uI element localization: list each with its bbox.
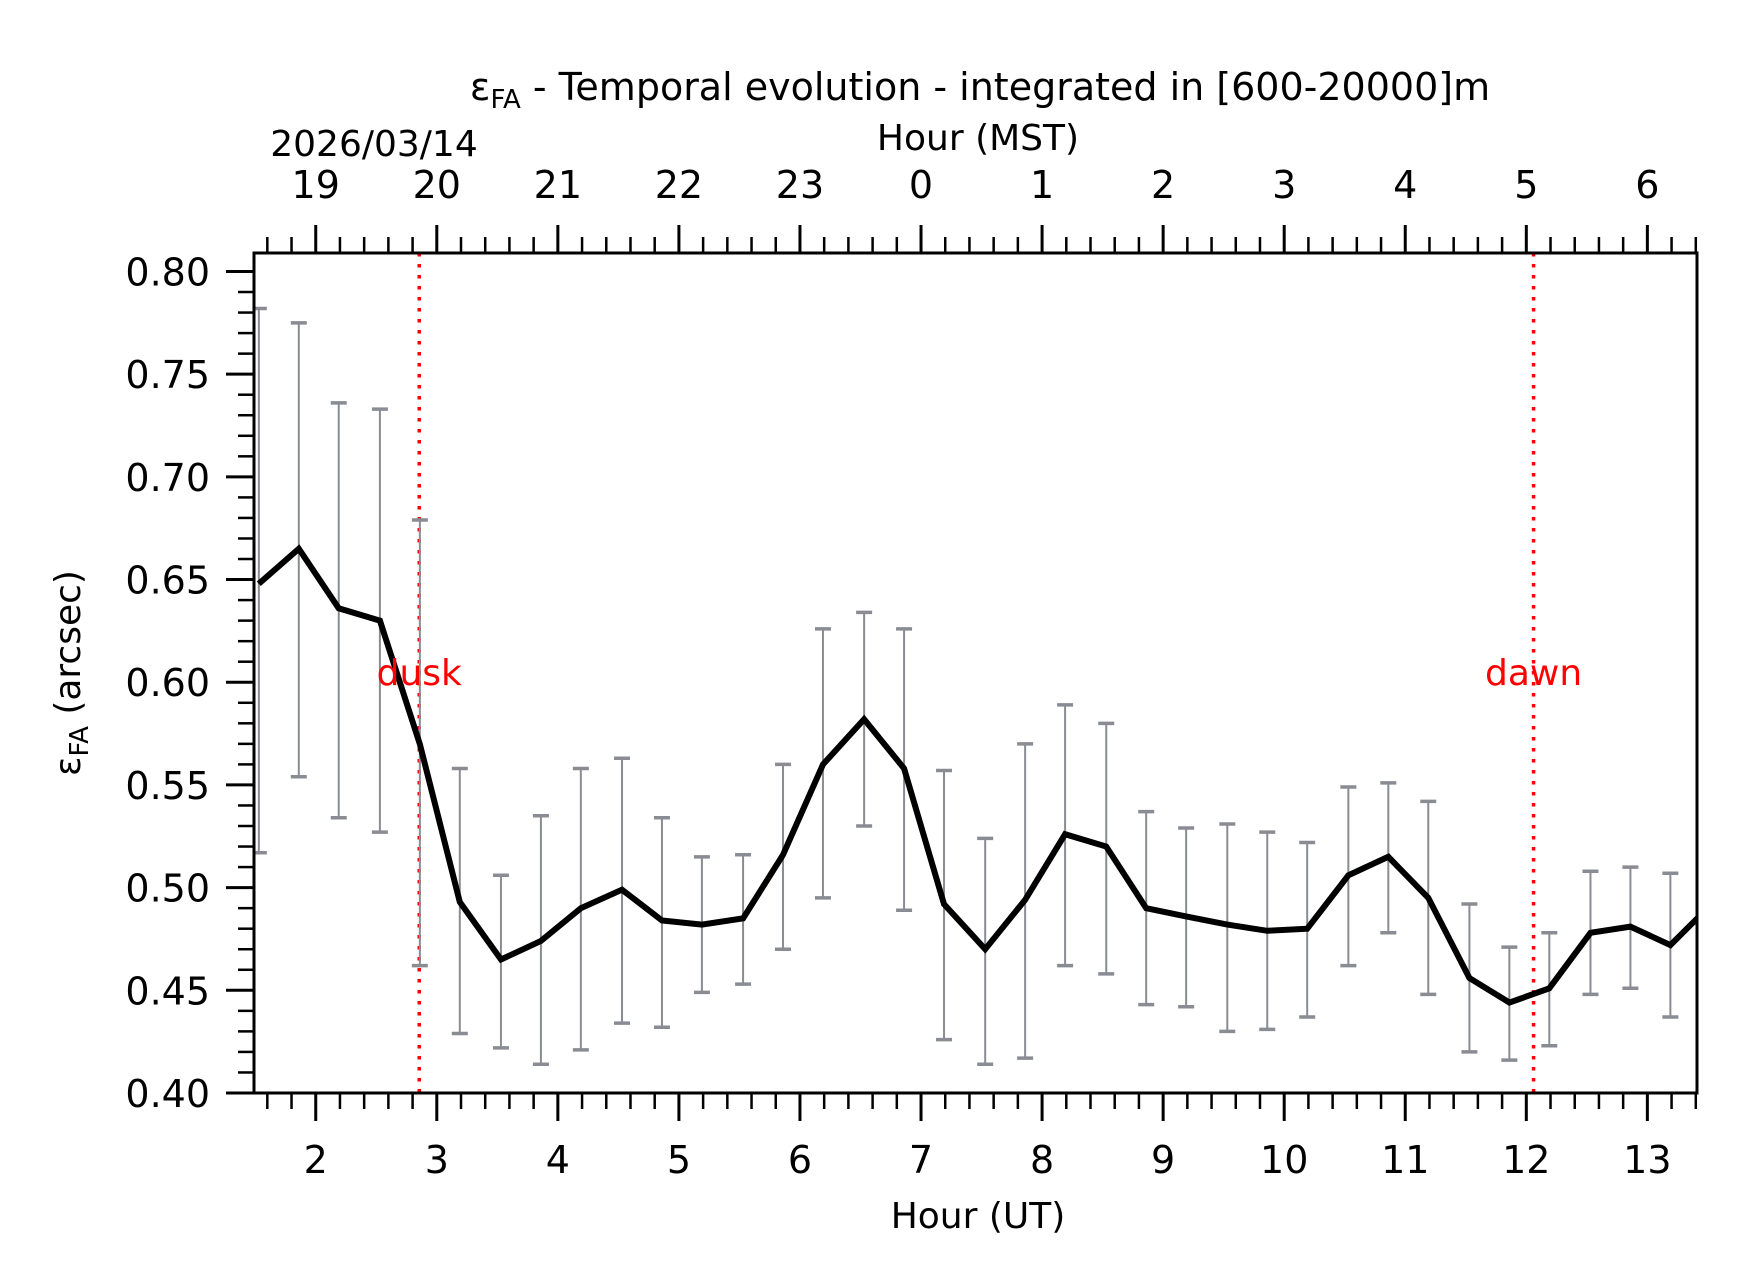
x-tick-label: 6: [788, 1138, 812, 1182]
x-tick-label: 8: [1030, 1138, 1054, 1182]
y-tick-label: 0.50: [125, 867, 210, 911]
axis-ticks: [226, 225, 1698, 1121]
y-tick-label: 0.70: [125, 456, 210, 500]
x-tick-label: 10: [1260, 1138, 1308, 1182]
date-label: 2026/03/14: [270, 124, 478, 165]
top-tick-label: 20: [413, 163, 461, 207]
top-tick-label: 21: [534, 163, 582, 207]
x-tick-label: 11: [1381, 1138, 1429, 1182]
x-tick-label: 12: [1502, 1138, 1550, 1182]
y-tick-label: 0.60: [125, 661, 210, 705]
x-tick-label: 2: [304, 1138, 328, 1182]
top-tick-label: 1: [1030, 163, 1054, 207]
top-tick-label: 23: [776, 163, 824, 207]
chart-title: εFA - Temporal evolution - integrated in…: [470, 65, 1490, 115]
event-lines: [417, 253, 1536, 1093]
y-axis-title: εFA (arcsec): [48, 570, 95, 776]
x-tick-label: 4: [546, 1138, 570, 1182]
x-tick-label: 3: [425, 1138, 449, 1182]
y-tick-label: 0.65: [125, 559, 210, 603]
top-tick-label: 19: [292, 163, 340, 207]
y-tick-label: 0.40: [125, 1072, 210, 1116]
y-tick-label: 0.80: [125, 250, 210, 294]
plot-frame: [252, 251, 1699, 1095]
dusk-label: dusk: [377, 653, 462, 694]
series-lines: [256, 544, 1697, 1006]
x-tick-label: 13: [1623, 1138, 1671, 1182]
top-tick-label: 6: [1635, 163, 1659, 207]
top-tick-label: 3: [1272, 163, 1296, 207]
top-tick-label: 4: [1393, 163, 1417, 207]
y-tick-label: 0.55: [125, 764, 210, 808]
x-tick-label: 5: [667, 1138, 691, 1182]
plot-area: [254, 253, 1697, 1093]
top-tick-label: 2: [1151, 163, 1175, 207]
annotation-labels: dusk dawn: [377, 653, 1583, 694]
dawn-label: dawn: [1485, 653, 1582, 694]
x-tick-label: 9: [1151, 1138, 1175, 1182]
x-tick-label: 7: [909, 1138, 933, 1182]
top-tick-label: 0: [909, 163, 933, 207]
top-tick-label: 5: [1514, 163, 1538, 207]
y-tick-label: 0.45: [125, 969, 210, 1013]
top-axis-title: Hour (MST): [877, 118, 1079, 159]
x-axis-title: Hour (UT): [891, 1196, 1066, 1237]
top-tick-label: 22: [655, 163, 703, 207]
y-tick-label: 0.75: [125, 353, 210, 397]
